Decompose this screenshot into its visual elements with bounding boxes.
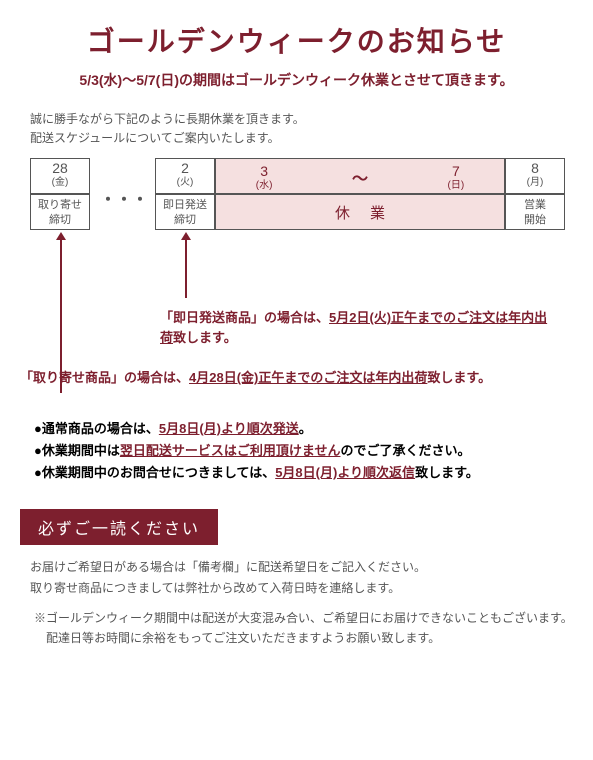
cal-holiday-top: 3(水)〜7(日) (215, 158, 505, 194)
cal-holiday-bot: 休業 (215, 194, 505, 230)
note-sameday: 「即日発送商品」の場合は、5月2日(火)正午までのご注文は年内出荷致します。 (160, 308, 560, 347)
cal-cell-bot: 即日発送締切 (155, 194, 215, 230)
cal-cell-bot: 取り寄せ締切 (30, 194, 90, 230)
read-line1: お届けご希望日がある場合は「備考欄」に配送希望日をご記入ください。 (30, 557, 563, 577)
note-backorder: 「取り寄せ商品」の場合は、4月28日(金)正午までのご注文は年内出荷致します。 (0, 368, 593, 403)
intro-line2: 配送スケジュールについてご案内いたします。 (30, 129, 563, 148)
read-text: お届けご希望日がある場合は「備考欄」に配送希望日をご記入ください。 取り寄せ商品… (0, 557, 593, 598)
read-note: ※ゴールデンウィーク期間中は配送が大変混み合い、ご希望日にお届けできないこともご… (0, 598, 593, 649)
read-note-line1: ※ゴールデンウィーク期間中は配送が大変混み合い、ご希望日にお届けできないこともご… (20, 608, 573, 628)
bullet-item: ●休業期間中は翌日配送サービスはご利用頂けませんのでご了承ください。 (20, 440, 573, 462)
bullet-item: ●休業期間中のお問合せにつきましては、5月8日(月)より順次返信致します。 (20, 462, 573, 484)
note2-post: 致します。 (427, 370, 491, 385)
read-note-line2: 配達日等お時間に余裕をもってご注文いただきますようお願い致します。 (20, 628, 573, 648)
arrow-left (60, 238, 62, 393)
note2-underline: 4月28日(金)正午までのご注文は年内出荷 (189, 370, 427, 385)
intro-line1: 誠に勝手ながら下記のように長期休業を頂きます。 (30, 110, 563, 129)
page-title: ゴールデンウィークのお知らせ (0, 0, 593, 60)
cal-cell-bot: 営業開始 (505, 194, 565, 230)
read-heading: 必ずご一読ください (20, 509, 218, 545)
intro-block: 誠に勝手ながら下記のように長期休業を頂きます。 配送スケジュールについてご案内い… (0, 90, 593, 158)
note1-post: 致します。 (173, 330, 237, 345)
bullet-list: ●通常商品の場合は、5月8日(月)より順次発送。●休業期間中は翌日配送サービスは… (0, 403, 593, 499)
bullet-item: ●通常商品の場合は、5月8日(月)より順次発送。 (20, 418, 573, 440)
arrow-area: 「即日発送商品」の場合は、5月2日(火)正午までのご注文は年内出荷致します。 (0, 238, 593, 368)
note2-pre: 「取り寄せ商品」の場合は、 (20, 370, 189, 385)
page-subtitle: 5/3(水)〜5/7(日)の期間はゴールデンウィーク休業とさせて頂きます。 (0, 60, 593, 90)
cal-cell-top: 2(火) (155, 158, 215, 194)
arrow-right (185, 238, 187, 298)
calendar: 28(金)取り寄せ締切 2(火)即日発送締切3(水)〜7(日)休業8(月)営業開始… (0, 158, 593, 238)
cal-cell-top: 8(月) (505, 158, 565, 194)
cal-dots: ・・・ (100, 186, 148, 210)
read-line2: 取り寄せ商品につきましては弊社から改めて入荷日時を連絡します。 (30, 578, 563, 598)
note1-pre: 「即日発送商品」の場合は、 (160, 310, 329, 325)
cal-cell-top: 28(金) (30, 158, 90, 194)
